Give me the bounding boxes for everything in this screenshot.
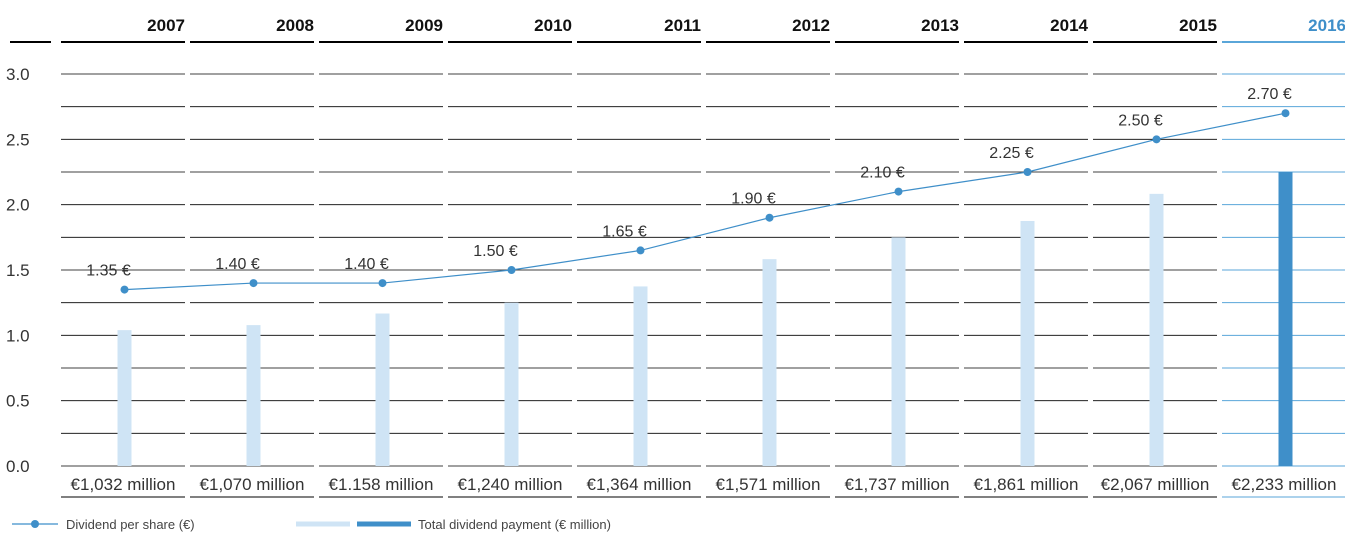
total-dividend-label: €1,737 million: [845, 475, 950, 494]
total-dividend-label: €1,861 million: [974, 475, 1079, 494]
y-tick-label: 1.0: [6, 326, 30, 345]
year-label: 2014: [1050, 16, 1088, 35]
y-tick-label: 2.0: [6, 196, 30, 215]
y-tick-label: 1.5: [6, 261, 30, 280]
total-dividend-label: €1,032 million: [71, 475, 176, 494]
dividend-value-label: 1.40 €: [215, 256, 260, 273]
year-label: 2009: [405, 16, 443, 35]
legend-line-label: Dividend per share (€): [66, 517, 195, 532]
dividend-bar: [1278, 172, 1293, 466]
dividend-point: [636, 246, 645, 255]
total-dividend-label: €1,571 million: [716, 475, 821, 494]
dividend-bar: [1020, 220, 1035, 466]
dividend-bar: [504, 302, 519, 466]
y-tick-label: 3.0: [6, 65, 30, 84]
year-label: 2011: [664, 16, 701, 35]
year-label: 2007: [147, 16, 185, 35]
dividend-point: [378, 279, 387, 288]
dividend-point: [120, 285, 129, 294]
year-label: 2008: [276, 16, 314, 35]
dividend-point: [1281, 109, 1290, 118]
total-dividend-label: €1,240 million: [458, 475, 563, 494]
year-label: 2010: [534, 16, 572, 35]
grid-layer: [10, 41, 1345, 498]
dividend-bar: [891, 237, 906, 466]
dividend-point: [765, 213, 774, 222]
dividend-bar: [246, 325, 261, 466]
dividend-bar: [762, 259, 777, 466]
dividend-point: [1023, 168, 1032, 176]
total-dividend-label: €1,070 million: [200, 475, 305, 494]
dividend-value-label: 1.40 €: [344, 256, 389, 273]
dividend-line: 1.35 € 1.40 € 1.40 € 1.50 € 1.65 € 1.90 € 2.10…: [86, 86, 1292, 294]
dividend-point: [249, 279, 258, 288]
bars: [117, 172, 1293, 466]
dividend-value-label: 2.70 €: [1247, 86, 1292, 103]
dividend-line-path: [124, 112, 1286, 291]
total-dividend-label: €1.158 million: [329, 475, 434, 494]
y-tick-label: 0.0: [6, 457, 30, 476]
dividend-value-label: 1.90 €: [731, 191, 776, 208]
dividend-value-label: 1.50 €: [473, 243, 518, 260]
year-label: 2012: [792, 16, 830, 35]
total-dividend-label: €1,364 million: [587, 475, 692, 494]
dividend-value-label: 1.35 €: [86, 263, 131, 280]
y-axis-ticks: 3.0 2.5 2.0 1.5 1.0 0.5 0.0: [6, 65, 30, 476]
y-tick-label: 0.5: [6, 392, 30, 411]
total-labels: €1,032 million €1,070 million €1.158 milli…: [71, 475, 1337, 494]
dividend-bar: [1149, 193, 1164, 466]
dividend-value-label: 1.65 €: [602, 223, 647, 240]
year-label: 2013: [921, 16, 959, 35]
total-dividend-label: €2,067 milllion: [1101, 475, 1210, 494]
legend-bar-label: Total dividend payment (€ million): [418, 517, 611, 532]
y-tick-label: 2.5: [6, 130, 30, 149]
dividend-point: [894, 187, 903, 196]
dividend-value-label: 2.50 €: [1118, 112, 1163, 129]
dividend-value-label: 2.25 €: [989, 145, 1034, 162]
legend-line-marker: [31, 520, 39, 528]
dividend-bar: [117, 330, 132, 466]
dividend-bar: [633, 286, 648, 466]
year-label: 2015: [1179, 16, 1217, 35]
year-label: 2016: [1308, 16, 1345, 35]
year-header: 2007 2008 2009 2010 2011 2012 2013 2014 2015 2016: [147, 16, 1345, 35]
dividend-point: [507, 266, 516, 274]
dividend-bar: [375, 313, 390, 466]
dividend-point: [1152, 135, 1161, 144]
legend: Dividend per share (€) Total dividend pa…: [12, 517, 611, 532]
dividend-value-label: 2.10 €: [860, 165, 905, 182]
total-dividend-label: €2,233 million: [1232, 475, 1337, 494]
